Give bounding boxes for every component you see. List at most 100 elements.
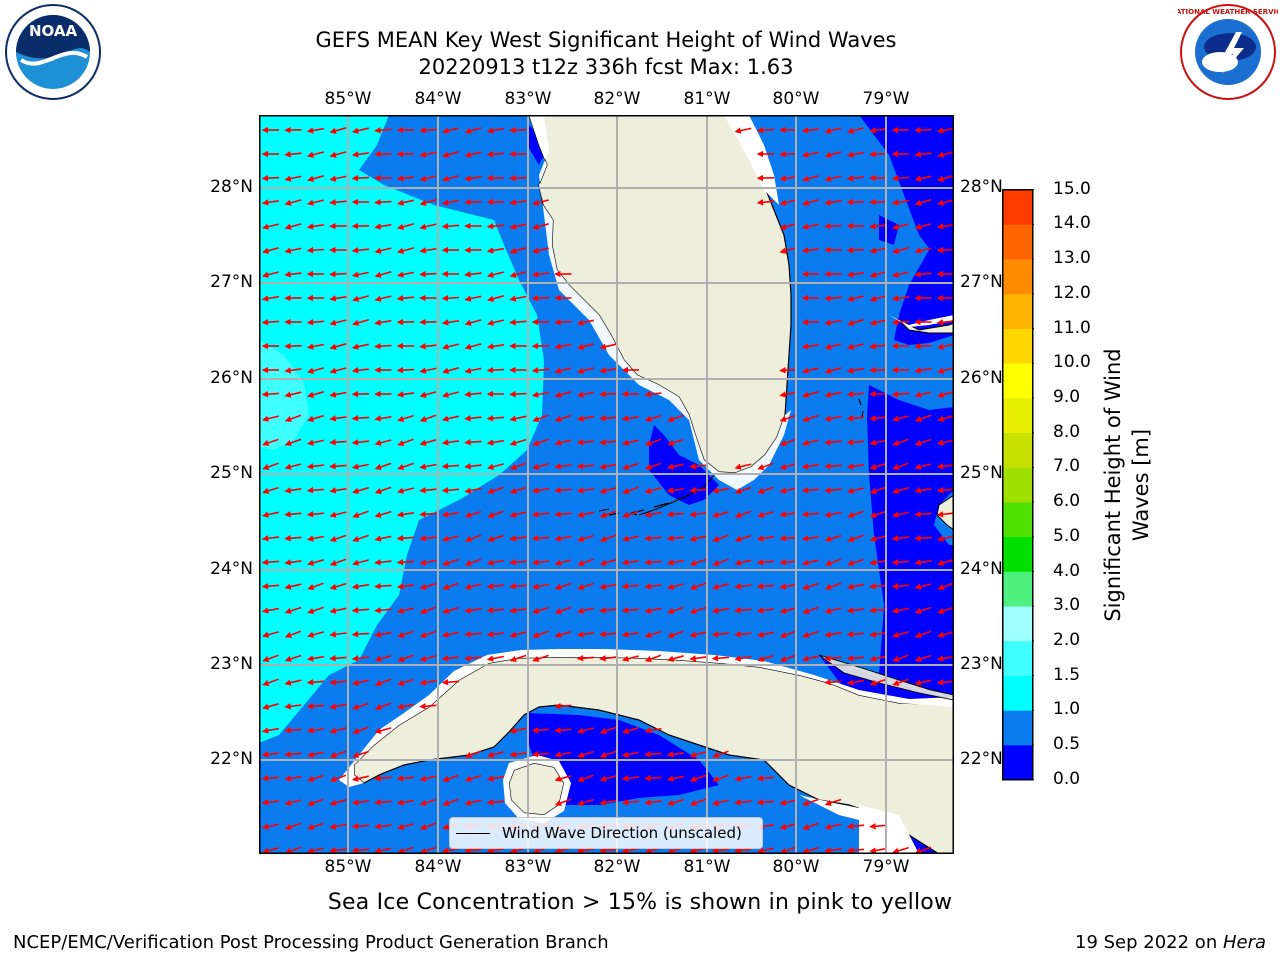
wind-wave-arrow xyxy=(419,535,437,542)
colorbar-tick-label: 1.0 xyxy=(1053,699,1081,720)
wind-wave-arrow xyxy=(464,750,482,758)
wind-wave-arrow xyxy=(892,438,909,446)
wind-wave-arrow xyxy=(757,654,774,662)
wind-wave-arrow xyxy=(801,223,819,230)
wind-wave-arrow xyxy=(779,175,797,182)
wind-wave-arrow xyxy=(599,463,617,470)
wind-wave-arrow xyxy=(262,438,279,446)
wind-wave-arrow xyxy=(554,367,572,374)
lat-label-left: 22°N xyxy=(210,749,253,769)
wind-wave-arrow xyxy=(846,343,864,350)
wind-wave-arrow xyxy=(307,367,324,374)
wind-wave-arrow xyxy=(802,199,819,206)
wind-wave-arrow xyxy=(599,607,617,614)
wind-wave-arrow xyxy=(576,607,594,614)
wind-wave-arrow xyxy=(666,775,684,782)
wind-wave-arrow xyxy=(306,199,324,206)
wind-wave-arrow xyxy=(509,438,527,446)
wind-wave-arrow xyxy=(914,414,932,422)
wind-wave-arrow xyxy=(847,534,864,542)
wind-wave-arrow xyxy=(937,151,954,158)
wind-wave-arrow xyxy=(397,223,414,230)
colorbar-band xyxy=(1002,189,1033,225)
wind-wave-arrow xyxy=(914,126,932,134)
wind-wave-arrow xyxy=(824,175,842,182)
lat-label-right: 25°N xyxy=(960,463,1003,483)
wind-wave-arrow xyxy=(509,126,527,134)
wind-wave-arrow xyxy=(509,751,527,758)
colorbar-band xyxy=(1002,363,1033,399)
wind-wave-arrow xyxy=(329,319,347,326)
wind-wave-arrow xyxy=(487,534,504,542)
wind-wave-arrow xyxy=(419,127,437,134)
wind-wave-arrow xyxy=(329,582,347,590)
colorbar-tick-label: 2.0 xyxy=(1053,629,1081,650)
wind-wave-arrow xyxy=(307,606,324,614)
wind-wave-arrow xyxy=(892,247,909,254)
wind-wave-arrow xyxy=(329,727,347,734)
wind-wave-arrow xyxy=(779,487,797,494)
wind-wave-arrow xyxy=(554,606,572,614)
wind-wave-arrow xyxy=(306,679,325,686)
wind-wave-arrow xyxy=(621,535,639,542)
wind-wave-arrow xyxy=(419,247,437,254)
wind-wave-arrow xyxy=(711,799,729,806)
wind-wave-arrow xyxy=(756,583,775,590)
wind-wave-arrow xyxy=(464,127,482,134)
wind-wave-arrow xyxy=(936,319,954,326)
wind-wave-arrow xyxy=(284,822,302,830)
wind-wave-arrow xyxy=(802,798,819,806)
wind-wave-arrow xyxy=(824,199,842,206)
wind-wave-arrow xyxy=(531,487,550,494)
wind-wave-arrow xyxy=(329,175,347,182)
wind-wave-arrow xyxy=(374,319,392,326)
chart-subtitle: 20220913 t12z 336h fcst Max: 1.63 xyxy=(418,55,794,79)
wind-wave-arrow xyxy=(487,510,504,518)
wind-wave-arrow xyxy=(824,222,842,230)
wind-wave-arrow xyxy=(396,295,415,302)
wind-wave-arrow xyxy=(261,535,279,542)
wind-wave-arrow xyxy=(599,775,617,782)
wind-wave-arrow xyxy=(576,631,595,638)
wind-wave-arrow xyxy=(621,799,640,806)
wind-wave-arrow xyxy=(464,847,482,854)
wind-wave-arrow xyxy=(599,655,617,662)
wind-wave-arrow xyxy=(532,654,549,662)
wind-wave-arrow xyxy=(824,487,842,494)
wind-wave-arrow xyxy=(351,847,370,854)
wind-wave-arrow xyxy=(779,199,797,206)
wind-wave-arrow xyxy=(396,775,415,782)
nws-logo: NATIONAL WEATHER SERVICE xyxy=(1170,2,1280,106)
map-legend: Wind Wave Direction (unscaled) xyxy=(449,817,763,849)
wind-wave-arrow xyxy=(869,631,887,638)
wind-wave-arrow xyxy=(396,607,414,614)
wind-wave-arrow xyxy=(689,774,707,782)
wind-wave-arrow xyxy=(306,151,324,158)
wind-wave-arrow xyxy=(914,463,932,470)
wind-wave-arrow xyxy=(756,775,775,782)
wind-wave-arrow xyxy=(284,342,302,350)
wind-wave-arrow xyxy=(374,127,392,134)
wind-wave-arrow xyxy=(891,295,910,302)
wind-wave-arrow xyxy=(486,127,505,134)
wind-wave-arrow xyxy=(621,847,640,854)
wind-wave-arrow xyxy=(576,463,595,470)
wind-wave-arrow xyxy=(869,607,887,614)
wind-wave-arrow xyxy=(937,558,954,566)
wind-wave-arrow xyxy=(284,703,302,710)
wind-wave-arrow xyxy=(756,799,775,806)
lat-label-left: 28°N xyxy=(210,177,253,197)
wind-wave-arrow xyxy=(914,367,932,374)
wind-wave-arrow xyxy=(284,414,302,422)
wind-wave-arrow xyxy=(712,774,729,782)
wind-wave-arrow xyxy=(734,655,752,662)
wind-wave-arrow xyxy=(891,271,909,278)
wind-wave-arrow xyxy=(262,631,279,638)
wind-wave-arrow xyxy=(712,750,729,758)
wind-wave-arrow xyxy=(261,751,280,758)
wind-wave-arrow xyxy=(396,559,415,566)
wind-wave-arrow xyxy=(307,631,324,638)
wind-wave-arrow xyxy=(419,414,437,422)
colorbar-title-line1: Significant Height of Wind xyxy=(1101,348,1125,622)
wind-wave-arrow xyxy=(824,463,842,470)
